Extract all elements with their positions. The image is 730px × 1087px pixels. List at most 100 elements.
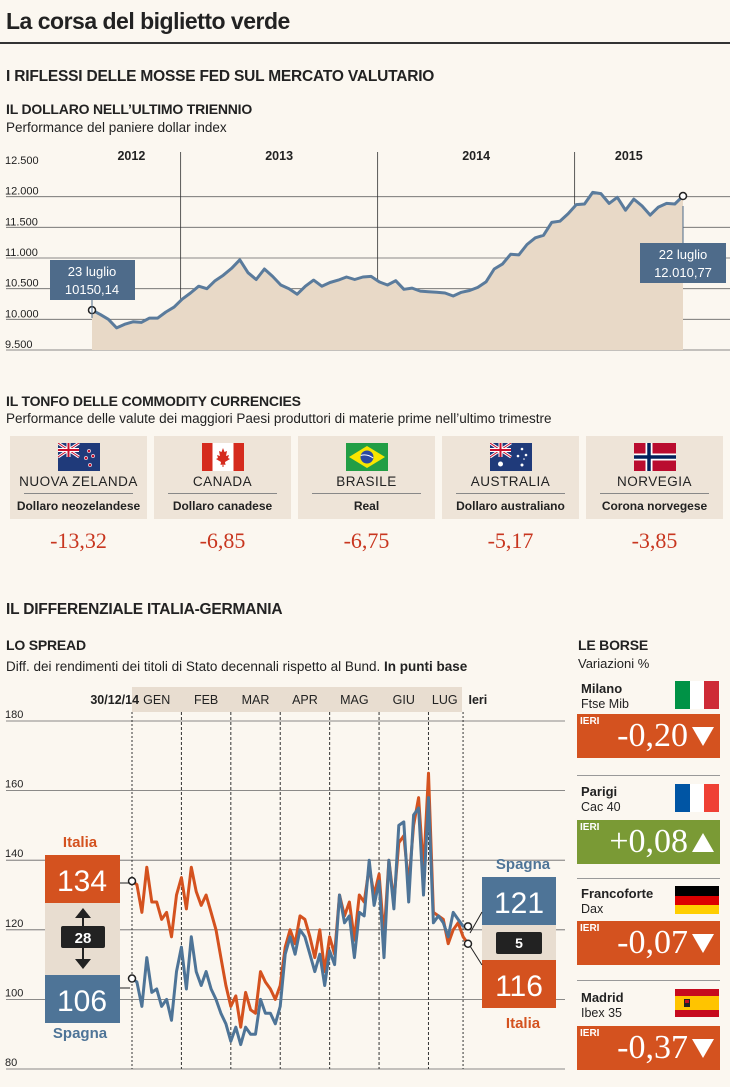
usd-end-label [640, 243, 726, 283]
spread-month-label: MAR [242, 693, 270, 707]
currency-card-australia: AUSTRALIA Dollaro australiano [442, 436, 579, 519]
currency-country: NUOVA ZELANDA [19, 474, 138, 489]
down-arrow-icon [692, 727, 714, 746]
spread-section-title: IL DIFFERENZIALE ITALIA-GERMANIA [6, 601, 283, 618]
france-flag [675, 784, 719, 812]
bourse-value: -0,20 [617, 717, 688, 754]
bourse-box-madrid: IERI -0,37 [577, 1026, 720, 1070]
usd-year-label: 2015 [615, 149, 643, 163]
bourse-box-parigi: IERI +0,08 [577, 820, 720, 864]
spain-flag [675, 989, 719, 1017]
header-bar: La corsa del biglietto verde [0, 0, 730, 44]
germany-flag [675, 886, 719, 914]
usd-end-value: 12.010,77 [654, 265, 712, 280]
bourse-city: Francoforte [581, 886, 654, 901]
spread-month-label: LUG [432, 693, 458, 707]
currency-name: Dollaro australiano [456, 499, 565, 513]
spagna-right-value: 121 [494, 887, 544, 920]
bourse-city: Parigi [581, 784, 618, 799]
currency-name: Dollaro neozelandese [16, 499, 141, 513]
currency-country: AUSTRALIA [470, 474, 551, 489]
ieri-label: IERI [580, 716, 600, 727]
right-diff-value: 5 [515, 935, 523, 951]
new-zealand-flag [58, 443, 100, 471]
up-arrow-icon [692, 833, 714, 852]
spagna-left-label: Spagna [53, 1025, 108, 1042]
spread-title: LO SPREAD [6, 637, 86, 653]
italia-right-label: Italia [506, 1015, 541, 1032]
italia-start-dot [127, 876, 137, 886]
spread-month-label: Ieri [468, 693, 487, 707]
spread-month-label: 30/12/14 [90, 693, 139, 707]
italia-end-dot [463, 939, 473, 948]
currency-value: -13,32 [50, 528, 107, 553]
spagna-end-dot [463, 922, 473, 931]
australia-flag [490, 443, 532, 471]
usd-chart-subtitle: Performance del paniere dollar index [6, 120, 227, 135]
spread-unit: In punti base [383, 659, 468, 674]
currency-country: CANADA [192, 474, 253, 489]
usd-ytick-label: 11.000 [5, 247, 38, 259]
page-title: La corsa del biglietto verde [6, 8, 290, 34]
spread-ytick-label: 100 [5, 987, 23, 999]
currency-card-nz: NUOVA ZELANDA Dollaro neozelandese [10, 436, 147, 519]
usd-start-date: 23 luglio [68, 264, 116, 279]
bourse-city: Milano [581, 681, 623, 696]
usd-year-label: 2014 [462, 149, 490, 163]
borse-title: LE BORSE [578, 637, 648, 653]
spread-month-label: MAG [340, 693, 368, 707]
usd-ytick-label: 10.000 [5, 308, 39, 320]
spread-ytick-label: 140 [5, 848, 23, 860]
currency-name: Dollaro canadese [172, 499, 273, 513]
spread-ytick-label: 80 [5, 1057, 17, 1069]
currency-card-canada: CANADA Dollaro canadese [154, 436, 291, 519]
norway-flag [634, 443, 676, 471]
bourse-box-milano: IERI -0,20 [577, 714, 720, 758]
usd-start-label [50, 260, 135, 300]
spread-month-label: GIU [393, 693, 415, 707]
usd-area [92, 192, 683, 350]
usd-year-label: 2013 [265, 149, 293, 163]
bourse-value: +0,08 [609, 823, 688, 860]
usd-ytick-label: 12.000 [5, 186, 39, 198]
italia-left-value: 134 [57, 865, 107, 898]
down-arrow-icon [692, 1039, 714, 1058]
usd-end-date: 22 luglio [659, 247, 707, 262]
spread-subtitle: Diff. dei rendimenti dei titoli di Stato… [6, 659, 468, 674]
usd-line [91, 190, 685, 330]
spread-ytick-label: 160 [5, 779, 23, 791]
spagna-line [131, 796, 468, 1047]
currency-value: -6,85 [199, 528, 246, 553]
commodity-subtitle: Performance delle valute dei maggiori Pa… [6, 411, 552, 426]
bourse-index: Cac 40 [581, 800, 621, 814]
borse-subtitle: Variazioni % [578, 656, 650, 671]
spread-chart: 30/12/14 GEN FEB MAR APR MAG GIU LUG Ieri 80 100 1… [5, 687, 565, 1070]
usd-ytick-label: 10.500 [5, 278, 39, 290]
spread-month-label: APR [292, 693, 318, 707]
bourse-index: Ftse Mib [581, 697, 629, 711]
canada-flag [202, 443, 244, 471]
italia-right-value: 116 [495, 970, 543, 1003]
left-diff-value: 28 [75, 930, 92, 947]
usd-year-label: 2012 [117, 149, 145, 163]
currency-value: -5,17 [487, 528, 534, 553]
usd-ytick-label: 12.500 [5, 155, 39, 167]
down-arrow-icon [692, 934, 714, 953]
spagna-left-value: 106 [57, 985, 107, 1018]
bourse-value: -0,07 [617, 924, 688, 961]
currency-card-brazil: BRASILE Real [298, 436, 435, 519]
bourse-value: -0,37 [617, 1029, 688, 1066]
commodity-title: IL TONFO DELLE COMMODITY CURRENCIES [6, 393, 301, 409]
usd-end-dot [678, 191, 688, 201]
bourse-index: Ibex 35 [581, 1006, 623, 1020]
usd-chart: 2012 2013 2014 2015 9.500 10.000 10.500 11.000… [5, 143, 730, 351]
italia-left-label: Italia [63, 834, 98, 851]
bourse-city: Madrid [581, 990, 624, 1005]
currency-value: -3,85 [631, 528, 678, 553]
usd-chart-title: IL DOLLARO NELL’ULTIMO TRIENNIO [6, 101, 253, 117]
spagna-right-label: Spagna [496, 856, 551, 873]
usd-ytick-label: 11.500 [5, 216, 38, 228]
ieri-label: IERI [580, 1028, 600, 1039]
ieri-label: IERI [580, 822, 600, 833]
section-title-fed: I RIFLESSI DELLE MOSSE FED SUL MERCATO V… [6, 68, 435, 85]
